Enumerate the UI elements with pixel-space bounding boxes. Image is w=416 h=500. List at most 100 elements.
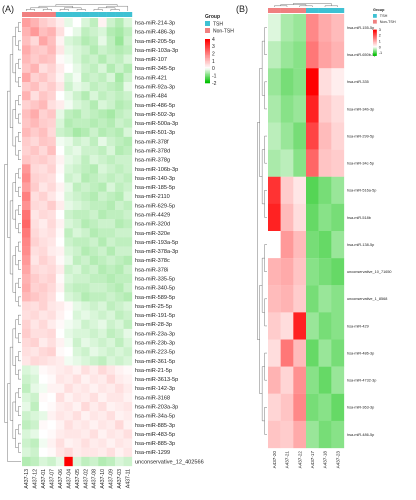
a-cell [30, 100, 40, 110]
a-cell [123, 210, 133, 220]
a-cell [81, 173, 90, 183]
a-cell [81, 255, 90, 266]
b-legend-scale-tick: 1 [379, 39, 381, 43]
a-row-label: hsa-miR-421 [135, 75, 167, 81]
a-cell [64, 136, 73, 147]
a-cell [72, 173, 82, 183]
a-cell [81, 356, 90, 366]
a-cell [98, 246, 107, 256]
a-cell [22, 301, 31, 311]
a-cell [115, 127, 124, 138]
a-cell [98, 164, 107, 174]
a-row-label: hsa-miR-21-5p [135, 368, 172, 374]
a-cell [115, 228, 124, 238]
b-legend-swatch [373, 19, 377, 24]
a-cell [38, 447, 48, 458]
b-legend-scale-step [373, 43, 377, 45]
a-cell [72, 255, 82, 266]
a-cell [123, 246, 133, 256]
b-cell [293, 420, 307, 449]
a-cell [64, 118, 73, 128]
a-cell [72, 356, 82, 366]
b-cell [331, 312, 345, 340]
a-cell [123, 447, 133, 458]
a-cell [64, 164, 73, 174]
a-group-bar-cell [81, 12, 90, 17]
a-cell [89, 228, 99, 238]
a-cell [64, 447, 73, 458]
a-cell [72, 420, 82, 430]
a-cell [22, 54, 31, 64]
a-cell [30, 365, 40, 375]
a-cell [81, 338, 90, 348]
a-row-label: hsa-miR-142-3p [135, 386, 175, 392]
b-legend-scale-step [373, 41, 377, 43]
a-cell [55, 200, 65, 211]
b-legend-scale-tick: 3 [379, 28, 381, 32]
a-cell [98, 347, 107, 357]
a-cell [64, 100, 73, 110]
b-group-bar-cell [280, 8, 294, 13]
a-cell [22, 36, 31, 46]
a-cell [47, 338, 56, 348]
a-legend-scale-step [205, 46, 210, 49]
a-cell [38, 274, 48, 284]
a-cell [55, 45, 65, 55]
a-legend-scale-tick: 0 [212, 66, 215, 72]
a-cell [115, 18, 124, 28]
a-cell [123, 36, 133, 46]
a-cell [98, 283, 107, 293]
a-legend-scale-step [205, 65, 210, 68]
a-cell [123, 292, 133, 302]
a-cell [38, 246, 48, 256]
a-cell [38, 173, 48, 183]
a-cell [98, 191, 107, 202]
a-cell [55, 228, 65, 238]
b-legend-scale-step [373, 53, 377, 56]
b-cell [331, 285, 345, 313]
panel-label-b: (B) [236, 4, 248, 14]
a-cell [115, 255, 124, 266]
a-cell [115, 301, 124, 311]
a-cell [47, 210, 56, 220]
b-cell [268, 176, 281, 205]
a-cell [47, 136, 56, 147]
a-cell [55, 91, 65, 101]
a-cell [64, 91, 73, 101]
a-legend-scale-tick: 2 [212, 51, 215, 57]
a-row-label: hsa-miR-483-5p [135, 432, 175, 438]
a-cell [123, 365, 133, 375]
a-cell [81, 347, 90, 357]
a-cell [64, 411, 73, 421]
a-cell [64, 237, 73, 247]
b-row-dendrogram-branch [264, 27, 267, 55]
a-row-label: hsa-miR-106b-3p [135, 167, 178, 173]
b-row-label: unconservative_10_71650 [347, 270, 392, 274]
a-cell [89, 182, 99, 192]
a-row-dendrogram-branch [18, 314, 21, 325]
a-cell [115, 264, 124, 275]
a-cell [98, 301, 107, 311]
a-cell [38, 127, 48, 138]
b-cell [318, 258, 332, 286]
a-cell [89, 374, 99, 384]
b-group-bar-cell [318, 8, 332, 13]
a-cell [55, 383, 65, 394]
a-cell [64, 338, 73, 348]
a-cell [30, 246, 40, 256]
a-cell [64, 264, 73, 275]
a-row-dendrogram-branch [12, 109, 16, 147]
a-cell [47, 456, 56, 467]
a-cell [98, 402, 107, 412]
a-cell [55, 292, 65, 302]
a-cell [106, 429, 116, 439]
b-legend-scale-step [373, 49, 377, 51]
a-row-label: hsa-miR-378d [135, 149, 170, 155]
a-cell [115, 402, 124, 412]
b-cell [293, 122, 307, 150]
a-cell [72, 18, 82, 28]
b-cell [331, 122, 345, 150]
a-cell [22, 136, 31, 147]
a-cell [115, 27, 124, 37]
a-cell [64, 429, 73, 439]
